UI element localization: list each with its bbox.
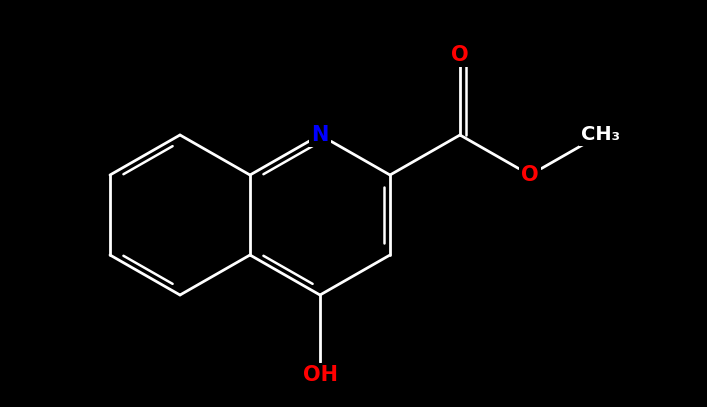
Text: O: O: [521, 165, 539, 185]
Text: CH₃: CH₃: [580, 125, 619, 144]
Text: O: O: [451, 45, 469, 65]
Text: OH: OH: [303, 365, 337, 385]
Text: N: N: [311, 125, 329, 145]
